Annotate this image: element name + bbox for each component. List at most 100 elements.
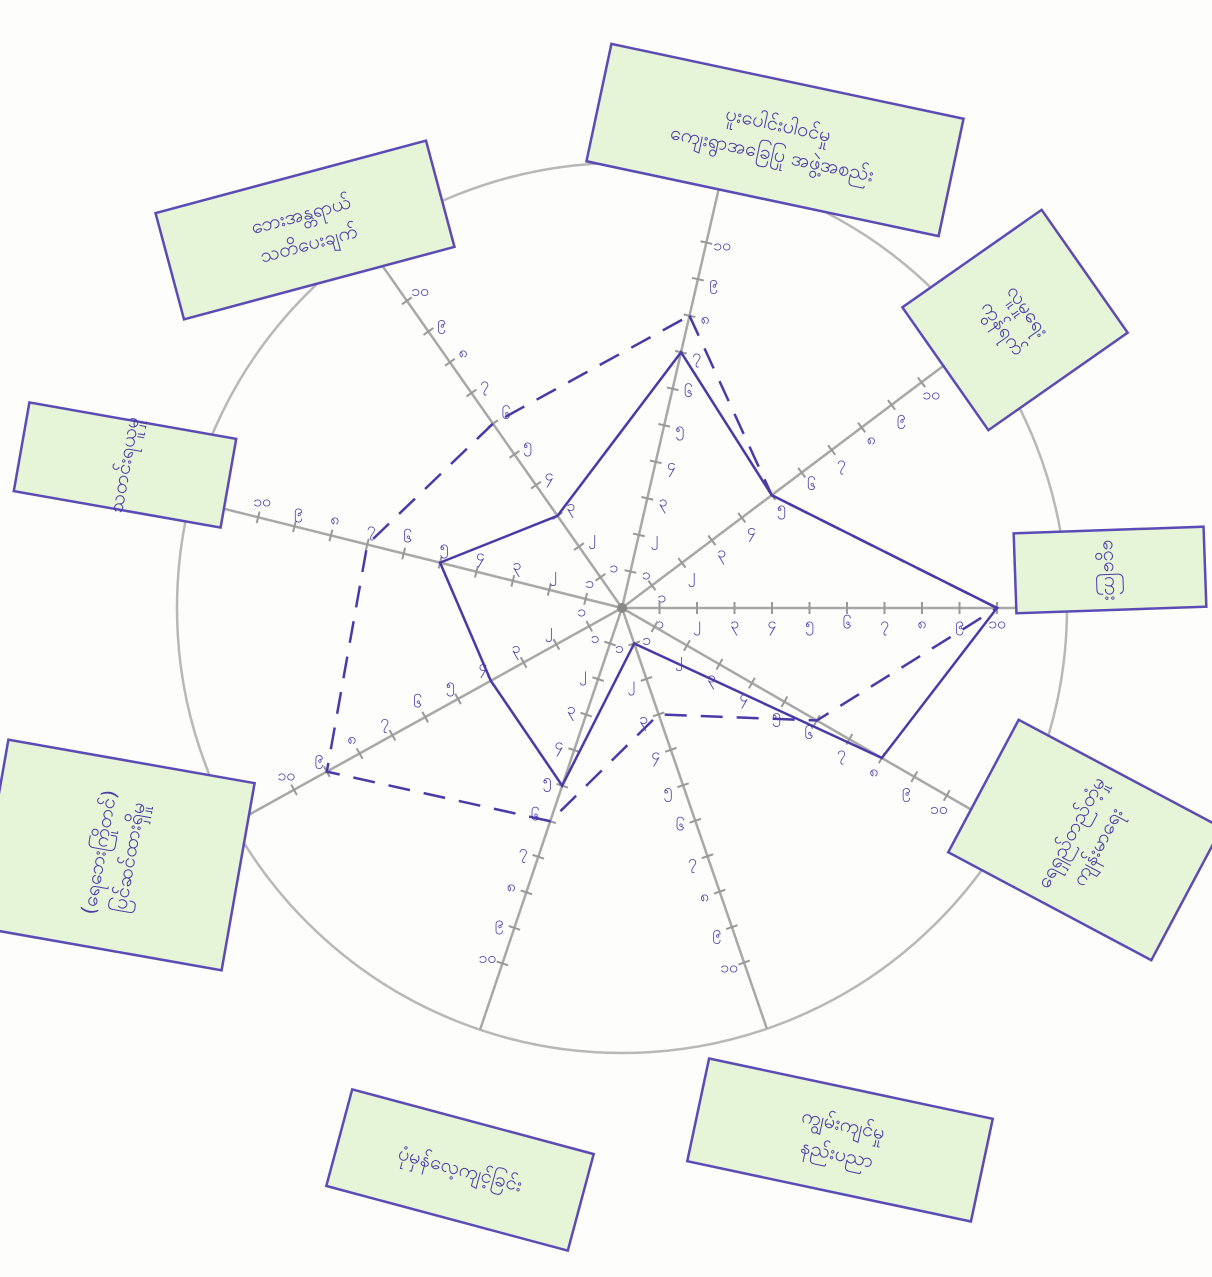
series-polygon bbox=[440, 352, 997, 785]
tick-label: ၉ bbox=[495, 912, 504, 934]
tick-mark bbox=[633, 534, 645, 537]
tick-label: ၅ bbox=[543, 770, 552, 792]
tick-label: ၂ bbox=[588, 527, 596, 549]
tick-label: ၈ bbox=[700, 886, 709, 905]
axis-line bbox=[233, 608, 622, 824]
tick-mark bbox=[692, 278, 704, 281]
tick-label: ၃ bbox=[566, 699, 575, 721]
tick-label: ၁ bbox=[585, 573, 594, 592]
tick-label: ၆ bbox=[413, 693, 422, 712]
center bbox=[617, 603, 627, 613]
tick-label: ၂ bbox=[688, 565, 696, 587]
tick-label: ၄ bbox=[739, 686, 748, 708]
tick-label: ၂ bbox=[675, 649, 683, 671]
tick-label: ၆ bbox=[807, 475, 816, 494]
axis-label-box: သတင်းရယူမှု bbox=[13, 399, 237, 531]
tick-mark bbox=[667, 387, 679, 390]
tick-label: ၄ bbox=[554, 735, 563, 757]
tick-mark bbox=[467, 390, 477, 397]
tick-label: ၁၀ bbox=[720, 957, 738, 976]
tick-label: ၂ bbox=[693, 614, 701, 636]
tick-mark bbox=[424, 328, 434, 335]
tick-label: ၉ bbox=[902, 780, 911, 802]
tick-label: ၈ bbox=[917, 614, 926, 633]
label-frame bbox=[156, 141, 455, 320]
tick-label: ၁ bbox=[615, 638, 624, 657]
tick-mark bbox=[701, 241, 713, 244]
tick-label: ၇ bbox=[837, 452, 846, 474]
tick-label: ၉ bbox=[712, 922, 721, 944]
tick-label: ၆ bbox=[531, 806, 540, 825]
tick-mark bbox=[475, 566, 478, 578]
tick-mark bbox=[625, 570, 637, 573]
tick-mark bbox=[658, 424, 670, 427]
tick-label: ၃ bbox=[717, 543, 726, 565]
tick-label: ၁၀ bbox=[478, 948, 496, 967]
axis-label-box: ကျွမ်းကျင်မှုနည်းပညာ bbox=[687, 1059, 992, 1222]
tick-mark bbox=[329, 530, 332, 542]
tick-label: ၉ bbox=[315, 747, 324, 769]
tick-label: ၈ bbox=[330, 509, 339, 528]
label-frame bbox=[687, 1059, 992, 1222]
tick-label: ၈ bbox=[867, 430, 876, 449]
tick-label: ၆ bbox=[676, 815, 685, 834]
tick-mark bbox=[574, 543, 584, 550]
axis-label-box: ဘေးအန္တရာယ်သတိပေးချက် bbox=[156, 141, 455, 320]
tick-label: ၇ bbox=[880, 614, 889, 636]
axis-label-box: ရေရှည်တည်တံ့မှုကျန်းမာရေး bbox=[948, 720, 1212, 960]
tick-label: ၁ bbox=[642, 630, 651, 649]
axis-label-box: ပုံမှန်လေ့ကျင့်ခြင်း bbox=[326, 1089, 593, 1250]
tick-label: ၈ bbox=[458, 343, 467, 362]
tick-label: ၅ bbox=[675, 418, 684, 440]
tick-label: ၃ bbox=[511, 638, 520, 660]
tick-mark bbox=[650, 460, 662, 463]
tick-label: ၄ bbox=[747, 520, 756, 542]
tick-label: ၅ bbox=[663, 780, 672, 802]
tick-label: ၇ bbox=[380, 711, 389, 733]
tick-mark bbox=[511, 575, 514, 587]
chart: ၁၂၃၄၅၆၇၈၉၁၀ပူးပေါင်းပါဝင်မှုကျေးရွာအခြေပ… bbox=[0, 0, 1212, 1277]
tick-mark bbox=[402, 548, 405, 560]
tick-label: ၄ bbox=[667, 455, 676, 477]
tick-label: ၇ bbox=[688, 851, 697, 873]
tick-label: ၅ bbox=[446, 674, 455, 696]
tick-label: ၁၀ bbox=[277, 765, 295, 784]
tick-mark bbox=[584, 593, 587, 605]
tick-label: ၇ bbox=[480, 373, 489, 395]
tick-label: ၆ bbox=[403, 528, 412, 547]
tick-label: ၁၀ bbox=[713, 236, 731, 255]
tick-mark bbox=[641, 497, 653, 500]
tick-mark bbox=[596, 574, 606, 581]
series-polygon bbox=[327, 316, 997, 822]
axis-label-box: (ရေဘေးကြိုတင်)ပြင်ဆင်ထားရှိမှု bbox=[0, 740, 255, 971]
axis-line bbox=[480, 608, 622, 1030]
tick-label: ၂ bbox=[627, 674, 635, 696]
tick-label: ၉ bbox=[294, 500, 303, 522]
label-frame bbox=[948, 720, 1212, 960]
tick-label: ၂ bbox=[549, 564, 557, 586]
tick-mark bbox=[257, 511, 260, 523]
tick-label: ၉ bbox=[437, 312, 446, 334]
tick-label: ၂ bbox=[545, 620, 553, 642]
tick-label: ၁၀ bbox=[411, 281, 429, 300]
tick-label: ၆ bbox=[684, 382, 693, 401]
tick-mark bbox=[548, 584, 551, 596]
tick-label: ၈ bbox=[507, 877, 516, 896]
axis-label-box: ပူးပေါင်းပါဝင်မှုကျေးရွာအခြေပြု အဖွဲ့အစည… bbox=[586, 44, 963, 236]
tick-label: ၉ bbox=[897, 407, 906, 429]
tick-mark bbox=[366, 539, 369, 551]
tick-label: ၁၀ bbox=[253, 491, 271, 510]
tick-label: ၃ bbox=[730, 614, 739, 636]
tick-mark bbox=[510, 451, 520, 458]
tick-label: ၅ bbox=[523, 435, 532, 457]
tick-label: ၉ bbox=[709, 272, 718, 294]
tick-label: ၆ bbox=[843, 614, 852, 633]
tick-label: ၁၀ bbox=[930, 799, 948, 818]
tick-label: ၇ bbox=[519, 841, 528, 863]
tick-label: ၈ bbox=[701, 309, 710, 328]
tick-label: ၈ bbox=[347, 729, 356, 748]
tick-mark bbox=[531, 482, 541, 489]
tick-mark bbox=[293, 521, 296, 533]
tick-label: ၄ bbox=[651, 745, 660, 767]
tick-label: ၁ bbox=[609, 558, 618, 577]
